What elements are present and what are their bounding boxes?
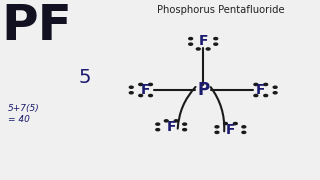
Text: Phosphorus Pentafluoride: Phosphorus Pentafluoride [157,5,284,15]
Circle shape [148,94,152,97]
Text: F: F [166,120,176,134]
Text: P: P [197,81,209,99]
Circle shape [215,131,219,133]
Circle shape [242,126,246,128]
Circle shape [273,92,277,94]
Circle shape [139,94,143,97]
Text: F: F [256,83,266,97]
Circle shape [254,94,258,97]
Text: F: F [226,123,235,137]
Circle shape [254,83,258,86]
Circle shape [129,86,133,88]
Circle shape [148,83,152,86]
Text: PF: PF [2,2,72,50]
Circle shape [156,129,160,131]
Circle shape [214,38,218,40]
Circle shape [174,120,178,122]
FancyArrowPatch shape [211,87,224,131]
Circle shape [264,83,268,86]
Circle shape [224,122,228,125]
Circle shape [164,120,168,122]
Circle shape [183,129,187,131]
Text: F: F [198,34,208,48]
Circle shape [233,122,237,125]
Circle shape [206,48,210,50]
Circle shape [215,126,219,128]
Circle shape [264,94,268,97]
Circle shape [214,43,218,45]
Circle shape [156,123,160,125]
Circle shape [139,83,143,86]
FancyArrowPatch shape [178,87,196,129]
Circle shape [129,92,133,94]
Circle shape [196,48,200,50]
Circle shape [273,86,277,88]
Circle shape [242,131,246,133]
Circle shape [189,43,193,45]
Circle shape [189,38,193,40]
Text: 5: 5 [78,68,91,87]
Text: 5+7(5)
= 40: 5+7(5) = 40 [8,104,40,124]
Circle shape [183,123,187,125]
Text: F: F [141,83,150,97]
